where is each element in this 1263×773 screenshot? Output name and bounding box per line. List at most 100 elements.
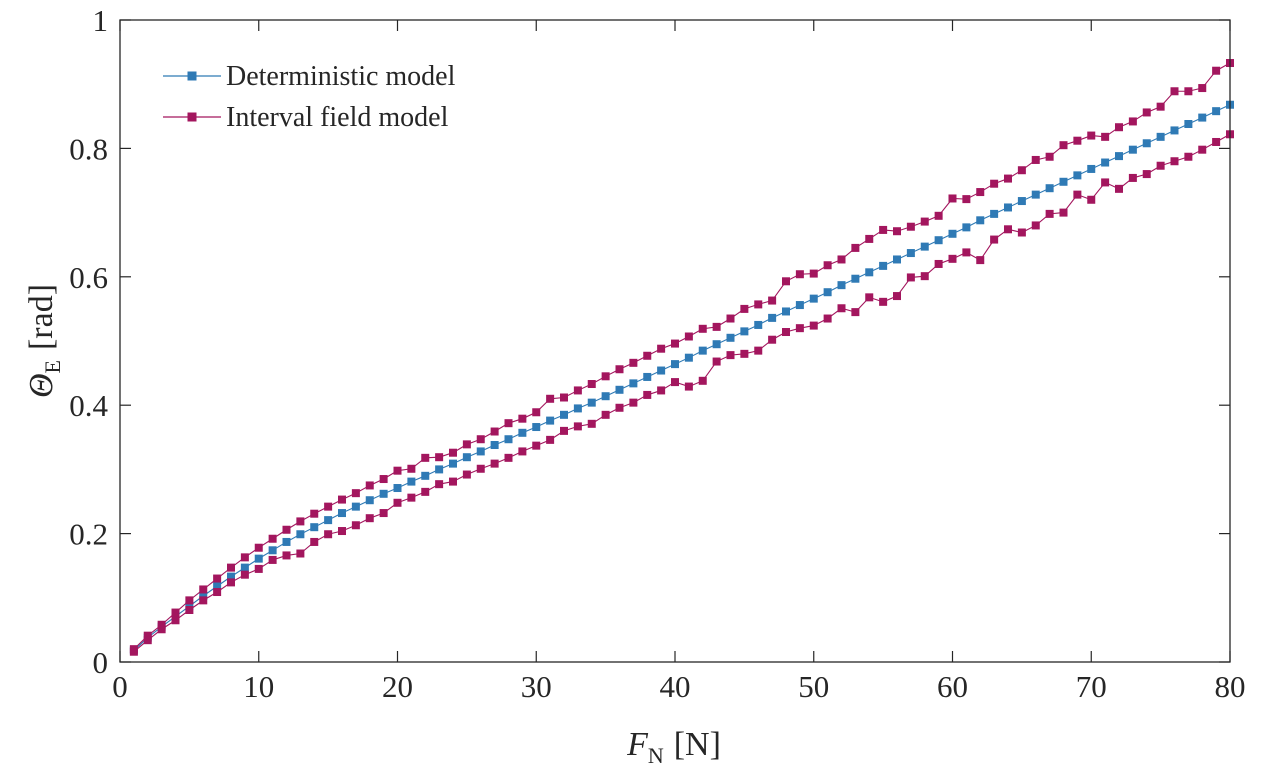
x-tick-label: 50 (798, 669, 829, 704)
series-1-point (1212, 66, 1221, 75)
series-2-point (365, 514, 374, 523)
series-0-point (1087, 164, 1096, 173)
series-2-point (129, 647, 138, 656)
series-2-point (518, 447, 527, 456)
series-1-point (1004, 174, 1012, 183)
series-1-point (143, 631, 152, 640)
series-0-point (768, 313, 777, 322)
series-0-point (365, 496, 374, 505)
series-0-point (393, 484, 402, 493)
series-2-point (1017, 228, 1026, 237)
series-2-point (1004, 225, 1012, 234)
series-0-point (795, 301, 804, 310)
series-0-point (462, 453, 471, 462)
series-2-point (171, 616, 180, 625)
x-tick-label: 0 (112, 669, 128, 704)
series-1-point (338, 495, 346, 504)
series-1-point (435, 453, 444, 462)
series-1-point (157, 620, 166, 629)
series-1-point (490, 427, 499, 436)
series-2-point (435, 480, 444, 489)
series-0-point (1128, 145, 1137, 154)
series-0-point (948, 229, 957, 238)
series-2-point (948, 254, 957, 263)
series-0-point (310, 523, 319, 532)
series-1-point (213, 574, 222, 583)
series-1-point (809, 269, 818, 278)
series-0-point (1073, 171, 1082, 180)
series-2-point (1115, 184, 1123, 193)
series-2-point (1142, 170, 1151, 179)
series-2-point (338, 527, 346, 536)
series-0-point (934, 236, 943, 245)
series-0-point (1184, 120, 1193, 129)
series-0-point (906, 249, 915, 258)
series-0-point (227, 572, 235, 581)
series-0-point (823, 288, 832, 297)
series-1-point (823, 261, 832, 270)
series-1-point (712, 322, 721, 331)
series-0-point (1198, 113, 1207, 122)
series-0-point (865, 268, 874, 277)
series-1-point (671, 339, 679, 348)
series-2-point (504, 453, 513, 462)
series-0-point (1017, 197, 1026, 206)
series-2-point (587, 419, 596, 428)
series-2-point (351, 521, 360, 530)
series-0-point (1059, 177, 1068, 186)
series-1-point (657, 344, 666, 353)
series-1-point (782, 277, 790, 286)
series-2-point (684, 382, 693, 391)
series-1-point (296, 517, 305, 526)
series-2-point (823, 314, 832, 323)
series-0-point (629, 379, 638, 388)
series-1-point (893, 227, 901, 236)
series-2-point (560, 426, 568, 435)
series-1-point (962, 195, 971, 204)
series-1-point (449, 448, 457, 457)
y-tick-label: 0.6 (69, 260, 108, 295)
series-0-point (1142, 139, 1151, 148)
series-1-point (199, 585, 208, 594)
series-2-point (324, 530, 333, 539)
series-1-point (268, 534, 277, 543)
series-2-point (809, 321, 818, 330)
series-0-point (240, 563, 249, 572)
series-0-point (1031, 190, 1040, 199)
series-1-point (643, 351, 652, 360)
series-2-point (310, 537, 319, 546)
series-0-point (657, 366, 666, 375)
series-1-point (227, 563, 235, 572)
series-1-point (1045, 152, 1054, 161)
series-2-point (795, 324, 804, 333)
series-1-point (1087, 131, 1096, 140)
series-1-point (920, 217, 929, 226)
legend-label-interval: Interval field model (226, 102, 449, 133)
series-1-point (254, 543, 263, 552)
series-0-point (615, 385, 624, 394)
series-2-point (296, 549, 305, 558)
series-1-point (1184, 87, 1193, 96)
series-0-point (546, 416, 555, 425)
series-line-0 (133, 104, 1231, 651)
y-tick-label: 0.2 (69, 517, 108, 552)
series-1-point (1198, 84, 1207, 93)
series-2-point (726, 351, 735, 360)
y-axis-label: ΘE [rad] (23, 284, 65, 398)
series-0-point (560, 410, 568, 419)
series-0-point (268, 546, 277, 555)
series-2-point (462, 470, 471, 479)
x-axis-label-main: F (626, 726, 649, 763)
series-2-point (906, 273, 915, 282)
series-1-point (1156, 102, 1165, 111)
y-tick-label: 0 (93, 645, 109, 680)
x-axis-label-unit: [N] (674, 726, 721, 763)
series-2-point (643, 390, 652, 399)
series-0-point (338, 509, 346, 518)
series-1-point (948, 194, 957, 203)
series-0-point (573, 404, 582, 413)
series-2-point (615, 403, 624, 412)
series-1-point (393, 466, 402, 475)
series-1-point (1017, 166, 1026, 175)
